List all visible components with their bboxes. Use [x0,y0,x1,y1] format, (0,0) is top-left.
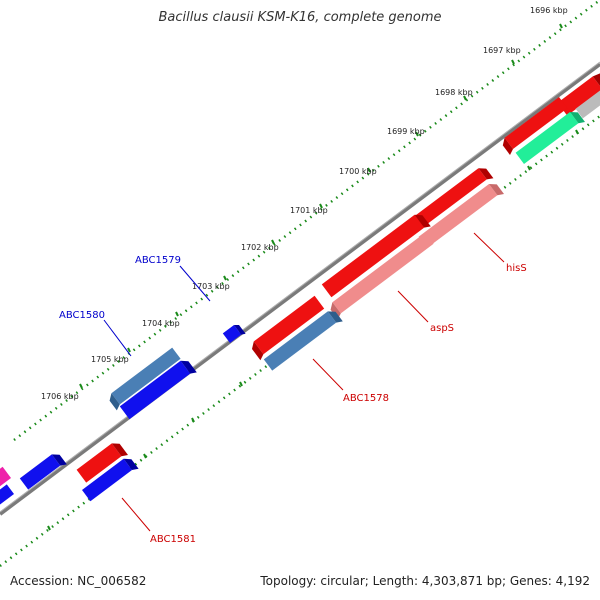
ruler-labels: 1696 kbp 1697 kbp 1698 kbp 1699 kbp 1700… [41,6,568,401]
gene-feature-blue[interactable] [222,323,246,345]
abc1579-leader [179,265,211,302]
genome-backbone [0,62,600,516]
ruler-label: 1701 kbp [290,206,328,215]
gene-label-abc1578: ABC1578 [343,393,389,404]
gene-feature-grey[interactable] [575,89,600,119]
ruler-label: 1704 kbp [142,319,180,328]
genome-backbone-highlight [0,61,600,513]
gene-feature-steel[interactable] [263,308,343,373]
gene-feature-red[interactable] [76,440,128,485]
upper-tick-track [13,0,600,441]
ruler-label: 1698 kbp [435,88,473,97]
map-title: Bacillus clausii KSM-K16, complete genom… [158,10,442,25]
gene-feature-red[interactable] [557,72,600,118]
ruler-label: 1700 kbp [339,167,377,176]
gene-label-abc1579: ABC1579 [135,255,181,266]
gene-feature-blue[interactable] [119,357,197,421]
gene-feature-red[interactable] [249,295,326,361]
gene-feature-blue[interactable] [82,455,139,503]
ruler-label: 1703 kbp [192,282,230,291]
abc1580-leader [103,319,132,357]
gene-feature-pink[interactable] [328,232,436,320]
gene-feature-red[interactable] [411,165,494,233]
gene-feature-blue[interactable] [0,484,14,509]
abc1578-leader [312,358,344,391]
gene-feature-red[interactable] [321,211,431,299]
gene-feature-green[interactable] [515,108,585,166]
gene-label-abc1580: ABC1580 [59,310,105,321]
gene-feature-red[interactable] [500,96,569,156]
gene-feature-magenta[interactable] [0,466,12,491]
gene-label-abc1581: ABC1581 [150,534,196,545]
gene-label-hisS: hisS [506,263,527,274]
gene-feature-blue[interactable] [19,451,67,492]
ruler-label: 1706 kbp [41,392,79,401]
ruler-label: 1696 kbp [530,6,568,15]
gene-feature-pink[interactable] [418,180,504,250]
upper-major-ticks [79,23,563,389]
aspS-leader [397,290,429,323]
hisS-leader [473,232,505,263]
ruler-label: 1699 kbp [387,127,425,136]
gene-label-aspS: aspS [430,323,454,334]
ruler-label: 1705 kbp [91,355,129,364]
abc1581-leader [121,497,151,532]
accession-text: Accession: NC_006582 [10,574,147,588]
ruler-label: 1697 kbp [483,46,521,55]
topology-summary: Topology: circular; Length: 4,303,871 bp… [260,574,590,588]
ruler-label: 1702 kbp [241,243,279,252]
gene-feature-steel[interactable] [107,347,183,411]
